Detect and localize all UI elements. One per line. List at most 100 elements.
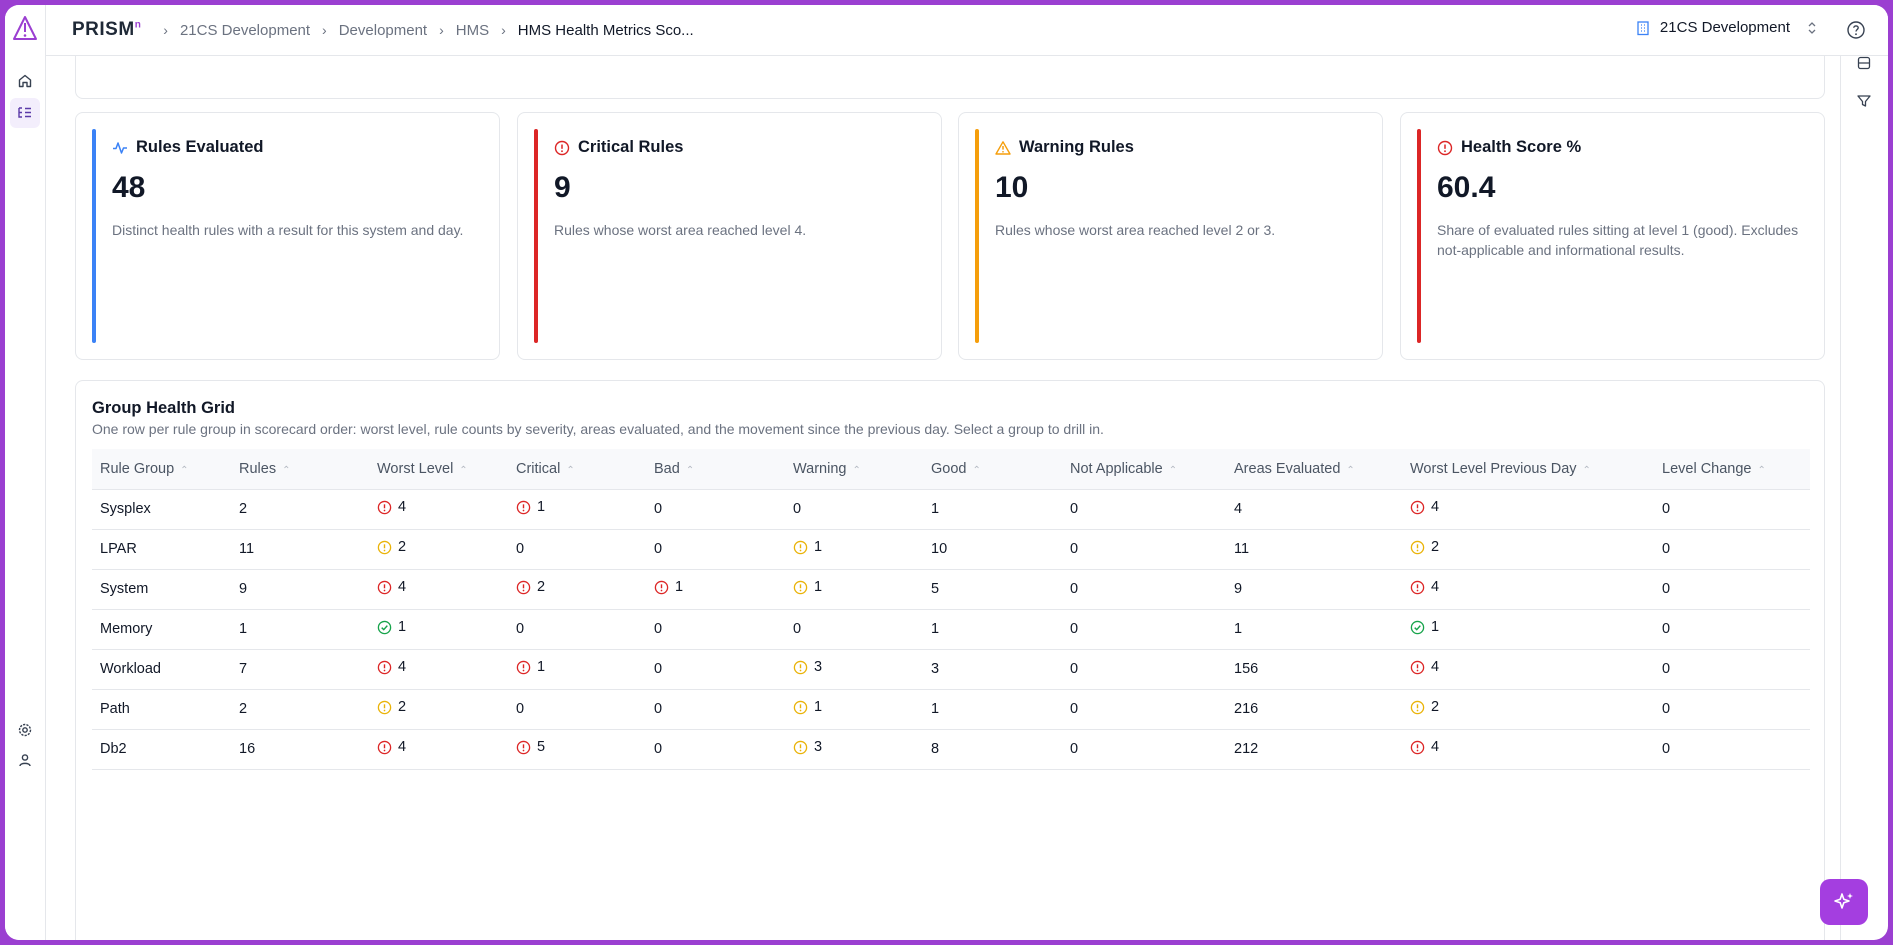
table-row-db2[interactable]: Db2 16 4 5 0 3 8 0 212 4 0	[92, 729, 1810, 770]
cell-worst-level: 2	[369, 689, 508, 730]
cell-text: 2	[239, 701, 248, 717]
ai-assistant-button[interactable]	[1820, 879, 1868, 925]
cell-text: 0	[516, 701, 525, 717]
table-row-memory[interactable]: Memory 1 1 0 0 0 1 0 1 1 0	[92, 609, 1810, 650]
sort-caret-icon[interactable]: ⌃	[852, 464, 861, 476]
cell-value: System	[100, 581, 148, 597]
column-header-level-change[interactable]: Level Change ⌃	[1654, 449, 1810, 490]
sort-caret-icon[interactable]: ⌃	[282, 464, 291, 476]
cell-value: 0	[1070, 541, 1078, 557]
cell-value: Sysplex	[100, 501, 151, 517]
grid-title: Group Health Grid	[92, 399, 236, 417]
table-row-workload[interactable]: Workload 7 4 1 0 3 3 0 156 4 0	[92, 649, 1810, 690]
breadcrumb-item-current: HMS Health Metrics Sco...	[517, 21, 694, 39]
column-header-warning[interactable]: Warning ⌃	[785, 449, 923, 490]
warning-alert-icon	[793, 580, 808, 594]
cell-areas-evaluated: 11	[1226, 529, 1402, 570]
cell-text: 0	[1070, 741, 1079, 757]
cell-rules: 16	[231, 729, 369, 770]
group-health-grid-card: Group Health Grid One row per rule group…	[75, 380, 1825, 940]
cell-value: 216	[1234, 701, 1258, 717]
filter-icon[interactable]	[1856, 93, 1872, 109]
tenant-label: 21CS Development	[1659, 19, 1790, 36]
column-header-worst-level-previous-day[interactable]: Worst Level Previous Day ⌃	[1402, 449, 1654, 490]
kpi-card-rules-evaluated: Rules Evaluated 48 Distinct health rules…	[75, 112, 500, 360]
app-logo-icon[interactable]	[11, 15, 39, 43]
critical-alert-icon	[1410, 660, 1425, 674]
sort-caret-icon[interactable]: ⌃	[685, 464, 695, 476]
cell-value: 1	[239, 621, 247, 637]
sort-caret-icon[interactable]: ⌃	[1582, 464, 1591, 476]
cell-warning: 0	[785, 609, 923, 650]
cell-value: 2	[239, 501, 247, 517]
cell-text: 0	[1070, 501, 1079, 517]
cell-text: 9	[239, 581, 248, 597]
cell-text: 0	[1070, 661, 1079, 677]
column-header-label: Worst Level	[377, 460, 454, 477]
breadcrumb-item-environment[interactable]: Development	[338, 21, 428, 39]
column-header-areas-evaluated[interactable]: Areas Evaluated ⌃	[1226, 449, 1402, 490]
table-row-sysplex[interactable]: Sysplex 2 4 1 0 0 1 0 4 4 0	[92, 489, 1810, 530]
chevron-right-icon: ›	[163, 22, 168, 38]
table-row-path[interactable]: Path 2 2 0 0 1 1 0 216 2 0	[92, 689, 1810, 730]
column-header-worst-level[interactable]: Worst Level ⌃	[369, 449, 508, 490]
cell-worst-level: 4	[369, 729, 508, 770]
breadcrumb-item-tenant[interactable]: 21CS Development	[179, 21, 311, 39]
cell-text: 0	[654, 701, 663, 717]
tenant-switcher[interactable]: 21CS Development	[1635, 19, 1818, 36]
alert-triangle-icon	[995, 140, 1011, 155]
critical-alert-icon	[1410, 580, 1425, 594]
sort-caret-icon[interactable]: ⌃	[566, 464, 575, 476]
cell-text: 212	[1234, 741, 1259, 757]
alert-circle-icon	[554, 140, 570, 155]
cell-value: 9	[1234, 581, 1242, 597]
cell-worst-level-previous-day: 4	[1402, 489, 1654, 530]
cell-text: 1	[398, 619, 407, 636]
table-row-system[interactable]: System 9 4 2 1 1 5 0 9 4 0	[92, 569, 1810, 610]
kpi-accent-bar	[975, 129, 979, 343]
sort-caret-icon[interactable]: ⌃	[459, 464, 468, 476]
sort-caret-icon[interactable]: ⌃	[1757, 464, 1766, 476]
column-header-bad[interactable]: Bad ⌃	[646, 449, 785, 490]
cell-text: 1	[931, 501, 940, 517]
brand-logo[interactable]: PRISMn	[72, 19, 142, 40]
cell-value: 9	[239, 581, 247, 597]
kpi-value: 9	[554, 171, 571, 204]
breadcrumb-item-hms[interactable]: HMS	[455, 21, 490, 39]
column-header-not-applicable[interactable]: Not Applicable ⌃	[1062, 449, 1226, 490]
kpi-accent-bar	[534, 129, 538, 343]
cell-worst-level-previous-day: 2	[1402, 529, 1654, 570]
sort-caret-icon[interactable]: ⌃	[1346, 464, 1355, 476]
scorecard-nav-button[interactable]	[10, 98, 40, 128]
cell-rules: 11	[231, 529, 369, 570]
check-circle-icon	[1410, 620, 1425, 634]
kpi-title: Warning Rules	[995, 138, 1134, 157]
sort-caret-icon[interactable]: ⌃	[972, 464, 981, 476]
cell-text: Path	[100, 701, 130, 717]
profile-nav-button[interactable]	[10, 745, 40, 775]
cell-value: 16	[239, 741, 255, 757]
filter-panel-card	[75, 56, 1825, 99]
cell-value: Path	[100, 701, 130, 717]
settings-icon	[18, 723, 32, 737]
sort-caret-icon[interactable]: ⌃	[1168, 464, 1178, 476]
table-row-lpar[interactable]: LPAR 11 2 0 0 1 10 0 11 2 0	[92, 529, 1810, 570]
cell-rules: 9	[231, 569, 369, 610]
column-header-rule-group[interactable]: Rule Group ⌃	[92, 449, 231, 490]
column-header-rules[interactable]: Rules ⌃	[231, 449, 369, 490]
column-header-good[interactable]: Good ⌃	[923, 449, 1062, 490]
cell-value: 4	[377, 739, 406, 755]
cell-rule-group: Sysplex	[92, 489, 231, 530]
column-header-critical[interactable]: Critical ⌃	[508, 449, 646, 490]
home-nav-button[interactable]	[10, 66, 40, 96]
cell-text: 2	[398, 539, 407, 556]
settings-nav-button[interactable]	[10, 715, 40, 745]
cell-good: 1	[923, 489, 1062, 530]
kpi-title: Critical Rules	[554, 138, 683, 157]
cell-text: Memory	[100, 621, 153, 637]
sort-caret-icon[interactable]: ⌃	[180, 464, 189, 476]
help-icon[interactable]	[1846, 20, 1866, 40]
critical-alert-icon	[516, 580, 531, 594]
database-icon[interactable]	[1856, 55, 1872, 71]
alert-circle-icon	[1437, 140, 1453, 155]
